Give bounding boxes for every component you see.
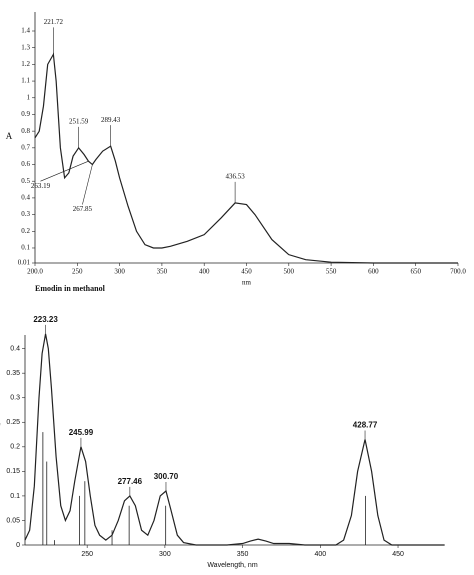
- x-tick-label: 700.0: [450, 268, 466, 276]
- x-tick-label: 550: [326, 268, 337, 276]
- y-tick-label: 0.1: [10, 493, 20, 500]
- y-tick-label: 1: [27, 93, 31, 101]
- annotation-label: 428.77: [353, 421, 378, 430]
- x-tick-label: 600: [368, 268, 379, 276]
- y-tick-label: 1.3: [21, 43, 30, 51]
- spectrum-line: [34, 52, 458, 264]
- y-tick-label: 0.01: [18, 259, 31, 267]
- x-tick-label: 250: [81, 551, 93, 558]
- annotation-leader: [40, 160, 89, 182]
- annotation-label: 300.70: [154, 472, 179, 481]
- y-tick-label: 0: [16, 542, 20, 549]
- annotation-label: 245.99: [69, 428, 94, 437]
- annotation-label: 221.72: [44, 18, 64, 26]
- y-tick-label: 0.2: [10, 444, 20, 451]
- y-tick-label: 0.05: [6, 517, 20, 524]
- y-tick-label: 0.8: [21, 127, 30, 135]
- annotation-label: 223.23: [33, 315, 58, 324]
- x-tick-label: 250: [72, 268, 83, 276]
- y-tick-label: 1.4: [21, 27, 30, 35]
- y-tick-label: 0.25: [6, 419, 20, 426]
- y-tick-label: 0.1: [21, 244, 30, 252]
- x-tick-label: 650: [410, 268, 421, 276]
- annotation-label: 251.59: [69, 117, 89, 125]
- x-tick-label: 350: [157, 268, 168, 276]
- annotation-label: 267.85: [73, 205, 93, 213]
- y-axis-label: A: [6, 131, 13, 141]
- x-tick-label: 200.0: [27, 268, 43, 276]
- y-tick-label: 1.1: [21, 77, 30, 85]
- y-tick-label: 0.7: [21, 143, 30, 151]
- y-tick-label: 0.2: [21, 227, 30, 235]
- x-tick-label: 450: [392, 551, 404, 558]
- annotation-label: 436.53: [225, 173, 245, 181]
- x-tick-label: 400: [199, 268, 210, 276]
- annotation-label: 277.46: [118, 477, 143, 486]
- y-tick-label: 0.15: [6, 468, 20, 475]
- x-tick-label: 500: [284, 268, 295, 276]
- caption: Emodin in methanol: [35, 284, 106, 293]
- y-tick-label: 0.9: [21, 110, 30, 118]
- y-tick-label: 0.4: [10, 345, 20, 352]
- x-axis-label: nm: [242, 279, 252, 287]
- y-tick-label: 0.3: [10, 395, 20, 402]
- y-tick-label: 1.2: [21, 60, 30, 68]
- x-tick-label: 400: [314, 551, 326, 558]
- x-tick-label: 300: [159, 551, 171, 558]
- y-tick-label: 0.35: [6, 370, 20, 377]
- x-tick-label: 450: [241, 268, 252, 276]
- y-axis-label: f: [0, 421, 1, 431]
- y-tick-label: 0.5: [21, 177, 30, 185]
- spectrum-line: [24, 333, 445, 546]
- y-tick-label: 0.3: [21, 210, 30, 218]
- x-tick-label: 300: [114, 268, 125, 276]
- x-axis-label: Wavelength, nm: [207, 562, 257, 569]
- annotation-label: 263.19: [31, 182, 51, 190]
- y-tick-label: 0.6: [21, 160, 30, 168]
- annotation-label: 289.43: [101, 116, 121, 124]
- y-tick-label: 0.4: [21, 194, 30, 202]
- x-tick-label: 350: [237, 551, 249, 558]
- annotation-leader: [82, 164, 93, 205]
